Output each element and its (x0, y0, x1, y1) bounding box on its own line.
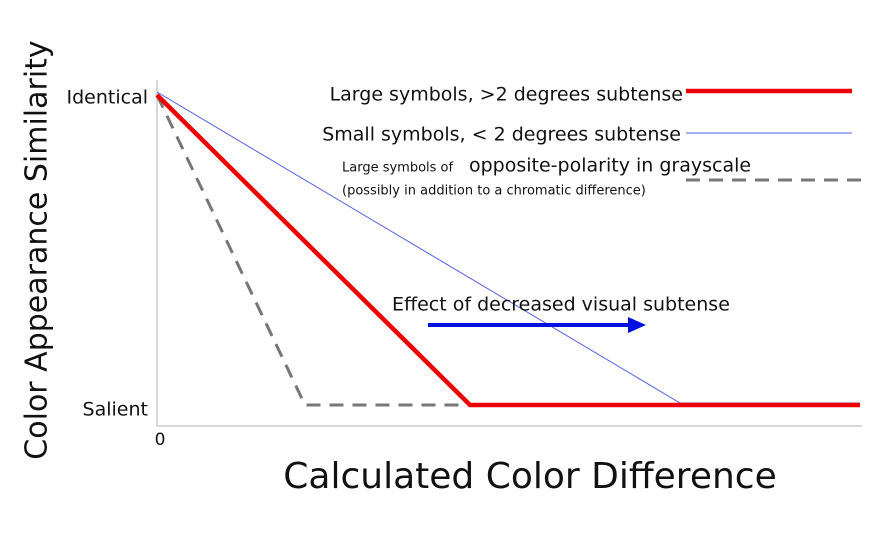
y-label: Identical (67, 87, 149, 109)
y-axis-title: Color Appearance Similarity (20, 40, 55, 459)
legend-text: opposite-polarity in grayscale (469, 155, 751, 177)
legend-text: Large symbols, >2 degrees subtense (330, 84, 683, 106)
x-origin: 0 (155, 430, 166, 450)
large-symbols-line (155, 93, 860, 408)
legend-text: Small symbols, < 2 degrees subtense (322, 124, 681, 146)
legend-prefix: Large symbols of (342, 161, 454, 176)
legend-note: (possibly in addition to a chromatic dif… (342, 184, 646, 199)
annotation: Effect of decreased visual subtense (392, 294, 730, 316)
arrow-head (628, 317, 646, 333)
y-label: Salient (83, 399, 148, 421)
x-axis-title: Calculated Color Difference (283, 456, 776, 497)
